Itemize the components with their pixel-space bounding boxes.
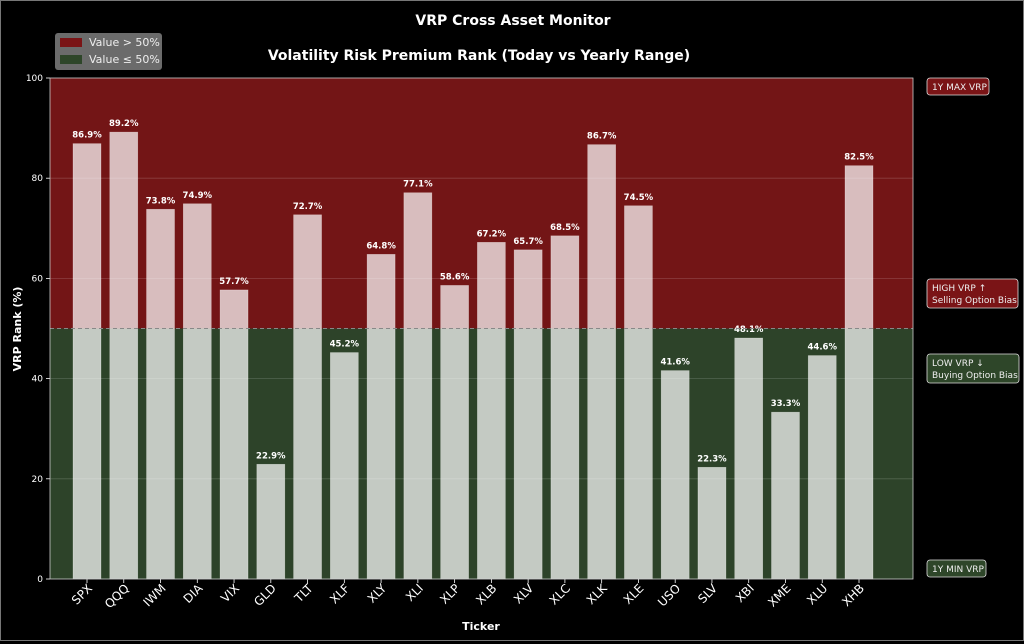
data-label: 89.2% <box>109 119 139 129</box>
data-label: 64.8% <box>366 241 396 251</box>
y-tick-label: 60 <box>32 274 44 284</box>
bar-xle <box>624 205 653 580</box>
x-tick-label: XLF <box>327 581 352 606</box>
x-tick-label: XLU <box>804 581 830 607</box>
data-label: 33.3% <box>771 399 801 409</box>
bar-xlb <box>477 242 506 580</box>
plot-border <box>49 77 914 580</box>
x-tick-label: XLC <box>547 581 573 607</box>
x-tick-label: SPX <box>69 581 95 607</box>
data-label: 68.5% <box>550 223 580 233</box>
data-label: 74.5% <box>624 193 654 203</box>
data-label: 67.2% <box>477 229 507 239</box>
svg-text:Selling Option Bias: Selling Option Bias <box>932 296 1017 306</box>
y-tick-label: 20 <box>32 475 44 485</box>
annotation-min: 1Y MIN VRP <box>926 559 987 578</box>
svg-text:LOW VRP ↓: LOW VRP ↓ <box>932 359 984 369</box>
x-tick-label: DIA <box>181 581 206 606</box>
data-label: 41.6% <box>660 358 690 368</box>
svg-text:Buying Option Bias: Buying Option Bias <box>932 371 1018 381</box>
data-label: 77.1% <box>403 180 433 190</box>
bar-xhb <box>844 165 874 580</box>
data-label: 22.3% <box>697 454 727 464</box>
svg-text:HIGH VRP ↑: HIGH VRP ↑ <box>932 284 986 294</box>
data-label: 86.9% <box>72 131 102 141</box>
plot-area: 0 20 40 60 80 100 86.9% SPX 89.2% QQQ 73.8% IWM 74.9… <box>26 74 914 611</box>
x-tick-label: VIX <box>218 581 242 605</box>
bar-dia <box>182 203 212 580</box>
legend-swatch-low <box>60 55 82 64</box>
x-tick-label: XLK <box>584 580 611 607</box>
bar-uso <box>660 370 690 580</box>
data-label: 45.2% <box>330 340 360 350</box>
x-tick-label: XLP <box>437 581 463 607</box>
bar-slv <box>697 466 727 580</box>
bar-spx <box>72 143 102 580</box>
bar-xlu <box>807 355 837 580</box>
svg-text:1Y MAX VRP: 1Y MAX VRP <box>932 83 987 93</box>
legend-swatch-high <box>60 38 82 47</box>
y-tick-label: 80 <box>32 174 44 184</box>
legend-label-low: Value ≤ 50% <box>89 53 160 66</box>
x-tick-label: XLI <box>403 581 426 604</box>
data-label: 73.8% <box>146 196 176 206</box>
bar-qqq <box>109 131 139 580</box>
bar-xlf <box>330 352 359 580</box>
chart-title: Volatility Risk Premium Rank (Today vs Y… <box>268 48 690 64</box>
bar-xly <box>366 254 396 580</box>
x-tick-label: SLV <box>695 581 720 606</box>
x-tick-label: GLD <box>251 581 279 609</box>
chart-suptitle: VRP Cross Asset Monitor <box>415 13 610 29</box>
bar-iwm <box>146 208 175 580</box>
x-tick-label: TLT <box>291 581 316 606</box>
bar-xbi <box>734 337 764 580</box>
x-tick-label: XLE <box>621 581 647 607</box>
y-axis-label: VRP Rank (%) <box>11 287 24 372</box>
legend-label-high: Value > 50% <box>89 36 160 49</box>
data-label: 74.9% <box>183 191 213 201</box>
annotation-high: HIGH VRP ↑ Selling Option Bias <box>926 278 1019 309</box>
x-tick-label: IWM <box>141 581 169 609</box>
y-tick-label: 0 <box>37 575 43 585</box>
bar-xme <box>771 411 800 580</box>
bar-gld <box>256 463 286 580</box>
data-label: 58.6% <box>440 272 470 282</box>
x-tick-label: XLY <box>365 581 390 606</box>
data-label: 65.7% <box>513 237 543 247</box>
bar-tlt <box>293 214 322 580</box>
x-tick-label: USO <box>655 581 683 609</box>
x-tick-label: XLB <box>473 581 499 607</box>
bar-vix <box>219 289 249 580</box>
bar-xlv <box>513 249 543 580</box>
data-label: 22.9% <box>256 451 286 461</box>
data-label: 48.1% <box>734 325 764 335</box>
svg-text:1Y MIN VRP: 1Y MIN VRP <box>932 565 985 575</box>
bar-xlc <box>550 235 580 580</box>
x-axis-label: Ticker <box>462 620 500 633</box>
annotation-max: 1Y MAX VRP <box>926 77 990 96</box>
x-tick-label: XME <box>765 581 793 609</box>
data-label: 82.5% <box>844 153 874 163</box>
data-label: 86.7% <box>587 132 617 142</box>
x-tick-label: XBI <box>733 581 757 605</box>
data-label: 72.7% <box>293 202 323 212</box>
bar-xlp <box>440 285 469 580</box>
legend: Value > 50% Value ≤ 50% <box>55 33 162 70</box>
x-tick-label: XLV <box>511 581 537 607</box>
bar-xlk <box>587 144 616 580</box>
data-label: 57.7% <box>219 277 249 287</box>
x-tick-label: QQQ <box>102 581 132 611</box>
y-tick-label: 100 <box>26 74 43 84</box>
y-tick-label: 40 <box>32 375 44 385</box>
annotation-low: LOW VRP ↓ Buying Option Bias <box>926 353 1020 384</box>
data-label: 44.6% <box>807 343 837 353</box>
x-tick-label: XHB <box>839 581 867 609</box>
bar-xli <box>403 192 433 580</box>
